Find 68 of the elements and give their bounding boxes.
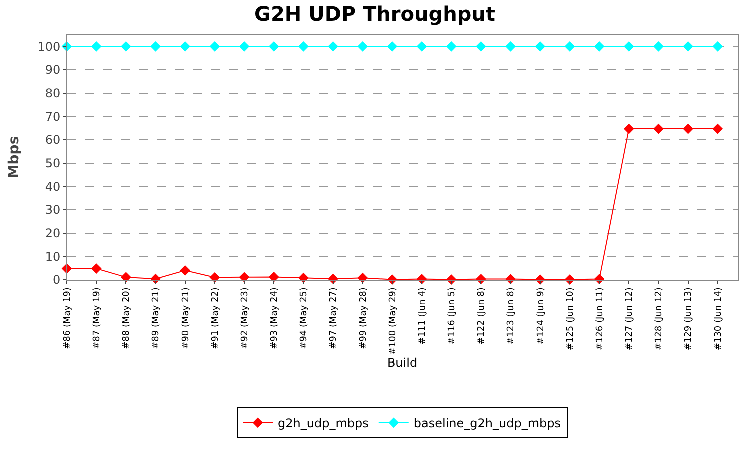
point xyxy=(239,41,250,52)
point xyxy=(535,41,546,52)
point xyxy=(564,41,576,52)
x-tick-label: #127 (Jun 12) xyxy=(625,288,636,351)
y-tick-label: 60 xyxy=(45,133,61,148)
point xyxy=(298,41,309,52)
point xyxy=(624,41,634,52)
point xyxy=(358,41,368,52)
x-tick-label: #99 (May 28) xyxy=(358,288,369,350)
x-tick-label: #123 (Jun 8) xyxy=(506,288,517,345)
x-tick-label: #126 (Jun 11) xyxy=(595,288,606,351)
x-tick-label: #88 (May 20) xyxy=(122,288,132,350)
point xyxy=(91,264,102,274)
y-tick-label: 0 xyxy=(52,273,61,288)
point xyxy=(210,41,220,52)
point xyxy=(150,41,161,52)
x-tick-label: #129 (Jun 13) xyxy=(684,288,694,351)
point xyxy=(712,41,724,52)
x-tick-label: #111 (Jun 4) xyxy=(418,288,428,345)
x-tick-label: #97 (May 27) xyxy=(329,288,340,350)
y-axis-title: Mbps xyxy=(6,136,22,179)
x-tick-label: #87 (May 19) xyxy=(92,288,103,350)
point xyxy=(683,41,694,52)
legend-label: g2h_udp_mbps xyxy=(278,416,369,431)
x-tick-label: #130 (Jun 14) xyxy=(714,288,724,351)
x-tick-label: #125 (Jun 10) xyxy=(566,288,576,351)
chart-title: G2H UDP Throughput xyxy=(254,2,496,26)
x-tick-label: #90 (May 21) xyxy=(181,288,192,350)
x-tick-label: #93 (May 24) xyxy=(270,288,280,350)
y-tick-label: 100 xyxy=(38,40,61,54)
point xyxy=(239,272,250,283)
y-tick-label: 80 xyxy=(45,86,61,101)
y-tick-label: 50 xyxy=(45,156,61,171)
x-axis-title: Build xyxy=(387,356,418,370)
point xyxy=(180,41,191,52)
point xyxy=(387,41,398,52)
point xyxy=(268,41,280,52)
x-tick-label: #100 (May 29) xyxy=(388,288,398,356)
point xyxy=(476,41,486,52)
point xyxy=(91,41,102,52)
x-tick-label: #92 (May 23) xyxy=(240,288,250,350)
y-tick-label: 20 xyxy=(45,226,61,241)
x-tick-label: #124 (Jun 9) xyxy=(536,288,546,345)
y-tick-label: 10 xyxy=(45,250,61,264)
point xyxy=(328,41,338,52)
point xyxy=(120,41,132,52)
point xyxy=(446,41,457,52)
point xyxy=(683,124,694,134)
x-tick-label: #122 (Jun 8) xyxy=(477,288,488,345)
x-tick-label: #116 (Jun 5) xyxy=(448,288,458,345)
legend-label: baseline_g2h_udp_mbps xyxy=(414,416,562,431)
x-tick-label: #94 (May 25) xyxy=(300,288,310,350)
point xyxy=(712,124,724,134)
point xyxy=(654,41,664,52)
point xyxy=(654,124,664,134)
point xyxy=(506,41,516,52)
point xyxy=(180,265,191,276)
y-tick-label: 90 xyxy=(45,63,61,78)
point xyxy=(416,41,428,52)
x-tick-label: #86 (May 19) xyxy=(62,288,73,350)
y-tick-label: 70 xyxy=(45,110,61,124)
x-tick-label: #89 (May 21) xyxy=(152,288,162,350)
point xyxy=(594,41,605,52)
y-tick-label: 40 xyxy=(45,180,61,194)
point xyxy=(624,124,634,134)
y-tick-label: 30 xyxy=(45,203,61,218)
x-tick-label: #128 (Jun 12) xyxy=(654,288,665,351)
x-tick-label: #91 (May 22) xyxy=(210,288,221,350)
